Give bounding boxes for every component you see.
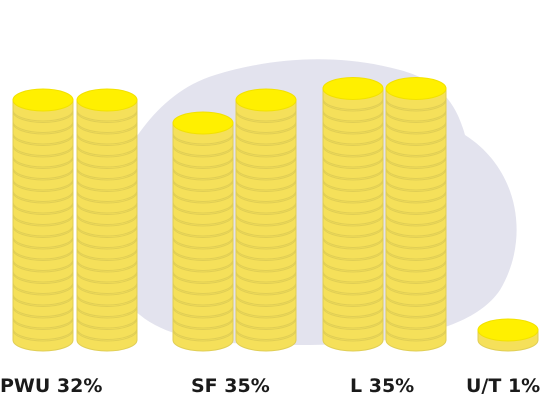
label-ut: U/T 1% bbox=[466, 375, 540, 397]
coin bbox=[477, 318, 539, 352]
label-l: L 35% bbox=[350, 375, 414, 397]
label-sf: SF 35% bbox=[191, 375, 270, 397]
coin-stack-sf-1 bbox=[172, 111, 234, 352]
coin-stack-sf-2 bbox=[235, 88, 297, 352]
coin bbox=[12, 88, 74, 122]
coin bbox=[172, 111, 234, 145]
coin-stack-u-t-1 bbox=[477, 318, 539, 352]
coin bbox=[385, 77, 447, 110]
coin-stack-l-1 bbox=[322, 77, 384, 352]
label-pwu: PWU 32% bbox=[0, 375, 102, 397]
category-labels: PWU 32% SF 35% L 35% U/T 1% bbox=[0, 375, 540, 397]
coin-stacks bbox=[12, 77, 539, 352]
coin-stack-pwu-1 bbox=[12, 88, 74, 352]
coin bbox=[322, 77, 384, 110]
coin bbox=[76, 88, 138, 122]
coin-stack-pwu-2 bbox=[76, 88, 138, 352]
coin bbox=[235, 88, 297, 122]
coin-stack-l-2 bbox=[385, 77, 447, 352]
background-blob bbox=[90, 59, 517, 346]
